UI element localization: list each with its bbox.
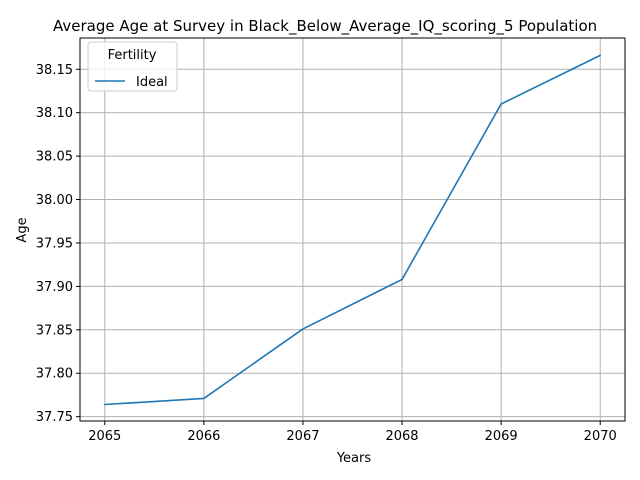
legend-box [87, 41, 178, 92]
chart-title: Average Age at Survey in Black_Below_Ave… [53, 17, 597, 36]
data-point [500, 103, 502, 105]
plot-frame [79, 37, 626, 422]
y-axis-title: Age [15, 217, 30, 242]
y-tick-label: 38.05 [36, 150, 73, 165]
data-point [302, 328, 304, 330]
legend-title: Fertility [108, 48, 157, 63]
data-point [401, 278, 403, 281]
y-tick-label: 38.00 [36, 193, 73, 208]
y-tick-label: 37.80 [36, 367, 73, 382]
x-tick-label: 2069 [485, 429, 518, 444]
y-tick-label: 38.15 [36, 63, 73, 78]
y-tick-label: 37.75 [36, 410, 73, 425]
x-tick-label: 2070 [584, 429, 617, 444]
y-tick-label: 38.10 [36, 106, 73, 121]
x-axis: 2065 2066 2067 2068 2069 2070 [88, 421, 617, 444]
legend-label-ideal: Ideal [136, 75, 168, 90]
x-tick-label: 2066 [187, 429, 220, 444]
series-line-ideal [104, 54, 601, 406]
data-point [599, 54, 602, 57]
y-axis: 37.75 37.80 37.85 37.90 37.95 38.00 38.05 38.10… [36, 63, 80, 425]
y-tick-label: 37.95 [36, 236, 73, 251]
series-layer [103, 54, 602, 406]
legend: Fertility Ideal [87, 41, 178, 92]
y-tick-label: 37.85 [36, 323, 73, 338]
x-tick-label: 2067 [286, 429, 319, 444]
x-axis-title: Years [336, 451, 372, 466]
data-point [203, 397, 205, 400]
data-point [103, 403, 106, 406]
y-tick-label: 37.90 [36, 280, 73, 295]
grid [80, 38, 625, 421]
x-tick-label: 2068 [385, 429, 418, 444]
x-tick-label: 2065 [88, 429, 121, 444]
